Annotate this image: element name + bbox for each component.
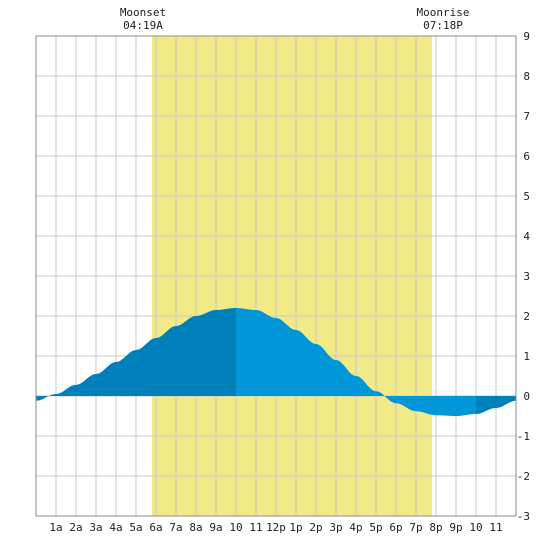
x-tick-label: 5p bbox=[369, 521, 382, 534]
y-tick-label: 1 bbox=[523, 350, 530, 363]
x-tick-label: 4a bbox=[109, 521, 122, 534]
tide-area-rising-late bbox=[476, 396, 516, 414]
x-tick-label: 5a bbox=[129, 521, 142, 534]
x-tick-label: 11 bbox=[489, 521, 502, 534]
x-tick-label: 2a bbox=[69, 521, 82, 534]
x-tick-label: 11 bbox=[249, 521, 262, 534]
moonrise-label: Moonrise bbox=[417, 6, 470, 19]
x-tick-label: 3p bbox=[329, 521, 342, 534]
tide-layer bbox=[36, 308, 516, 416]
y-tick-label: 2 bbox=[523, 310, 530, 323]
moonset-label: Moonset bbox=[120, 6, 166, 19]
y-tick-label: 0 bbox=[523, 390, 530, 403]
x-tick-label: 4p bbox=[349, 521, 362, 534]
x-tick-label: 6a bbox=[149, 521, 162, 534]
y-tick-label: 4 bbox=[523, 230, 530, 243]
moonset-annotation: Moonset 04:19A bbox=[120, 6, 166, 32]
x-tick-label: 6p bbox=[389, 521, 402, 534]
x-tick-label: 3a bbox=[89, 521, 102, 534]
y-tick-label: 7 bbox=[523, 110, 530, 123]
moonrise-time: 07:18P bbox=[423, 19, 463, 32]
x-tick-label: 12p bbox=[266, 521, 286, 534]
y-tick-label: 9 bbox=[523, 30, 530, 43]
y-tick-labels: -3 -2 -1 0 1 2 3 4 5 6 7 8 9 bbox=[517, 30, 531, 523]
x-tick-labels: 1a 2a 3a 4a 5a 6a 7a 8a 9a 10 11 12p 1p 2p 3p 4p 5p 6p 7p 8… bbox=[49, 521, 502, 534]
x-tick-label: 1p bbox=[289, 521, 302, 534]
tide-area-rising bbox=[36, 308, 236, 401]
y-tick-label: -2 bbox=[517, 470, 530, 483]
y-tick-label: 3 bbox=[523, 270, 530, 283]
x-tick-label: 8a bbox=[189, 521, 202, 534]
grid-layer bbox=[36, 36, 516, 516]
x-tick-label: 2p bbox=[309, 521, 322, 534]
x-tick-label: 9a bbox=[209, 521, 222, 534]
y-tick-label: 5 bbox=[523, 190, 530, 203]
moonset-time: 04:19A bbox=[123, 19, 163, 32]
tide-area-falling bbox=[236, 308, 476, 416]
plot-frame bbox=[35, 35, 517, 517]
y-tick-label: 8 bbox=[523, 70, 530, 83]
y-tick-label: 6 bbox=[523, 150, 530, 163]
moonrise-annotation: Moonrise 07:18P bbox=[417, 6, 470, 32]
x-tick-label: 1a bbox=[49, 521, 62, 534]
y-tick-label: -1 bbox=[517, 430, 530, 443]
x-tick-label: 7p bbox=[409, 521, 422, 534]
x-tick-label: 7a bbox=[169, 521, 182, 534]
x-tick-label: 10 bbox=[469, 521, 482, 534]
x-tick-label: 8p bbox=[429, 521, 442, 534]
y-tick-label: -3 bbox=[517, 510, 530, 523]
x-tick-label: 9p bbox=[449, 521, 462, 534]
x-tick-label: 10 bbox=[229, 521, 242, 534]
